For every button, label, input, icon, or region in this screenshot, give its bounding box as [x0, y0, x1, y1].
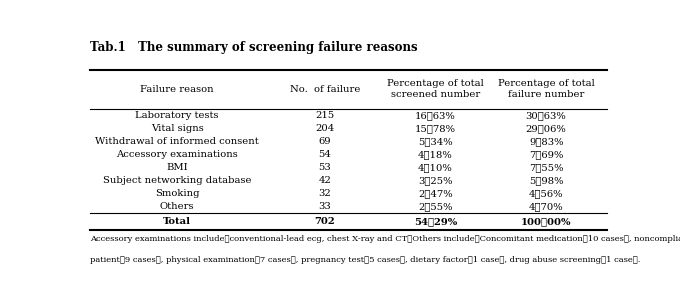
Text: 4．70%: 4．70% — [529, 202, 564, 211]
Text: 29．06%: 29．06% — [526, 124, 566, 133]
Text: Withdrawal of informed consent: Withdrawal of informed consent — [95, 137, 259, 146]
Text: 7．69%: 7．69% — [529, 150, 563, 159]
Text: Accessory examinations include：conventional-lead ecg, chest X-ray and CT；Others : Accessory examinations include：conventio… — [90, 235, 680, 243]
Text: 15．78%: 15．78% — [415, 124, 456, 133]
Text: Tab.1   The summary of screening failure reasons: Tab.1 The summary of screening failure r… — [90, 41, 418, 54]
Text: 9．83%: 9．83% — [529, 137, 563, 146]
Text: patient（9 cases）, physical examination（7 cases）, pregnancy test（5 cases）, dietar: patient（9 cases）, physical examination（7… — [90, 256, 641, 265]
Text: 2．47%: 2．47% — [418, 189, 453, 198]
Text: Vital signs: Vital signs — [151, 124, 203, 133]
Text: 4．18%: 4．18% — [418, 150, 453, 159]
Text: 204: 204 — [315, 124, 335, 133]
Text: 4．56%: 4．56% — [529, 189, 563, 198]
Text: 702: 702 — [314, 217, 335, 226]
Text: Laboratory tests: Laboratory tests — [135, 111, 219, 120]
Text: 30．63%: 30．63% — [526, 111, 566, 120]
Text: Percentage of total
screened number: Percentage of total screened number — [387, 79, 484, 100]
Text: 33: 33 — [318, 202, 331, 211]
Text: No.  of failure: No. of failure — [290, 85, 360, 94]
Text: 32: 32 — [318, 189, 331, 198]
Text: 100．00%: 100．00% — [521, 217, 571, 226]
Text: 2．55%: 2．55% — [418, 202, 453, 211]
Text: 5．34%: 5．34% — [418, 137, 453, 146]
Text: 4．10%: 4．10% — [418, 163, 453, 172]
Text: Others: Others — [160, 202, 194, 211]
Text: 54．29%: 54．29% — [414, 217, 457, 226]
Text: 5．98%: 5．98% — [529, 176, 563, 185]
Text: 42: 42 — [318, 176, 331, 185]
Text: 16．63%: 16．63% — [415, 111, 456, 120]
Text: 3．25%: 3．25% — [418, 176, 453, 185]
Text: 69: 69 — [318, 137, 331, 146]
Text: 54: 54 — [318, 150, 331, 159]
Text: BMI: BMI — [167, 163, 188, 172]
Text: Smoking: Smoking — [155, 189, 199, 198]
Text: Accessory examinations: Accessory examinations — [116, 150, 238, 159]
Text: Total: Total — [163, 217, 191, 226]
Text: 53: 53 — [318, 163, 331, 172]
Text: 215: 215 — [315, 111, 335, 120]
Text: Failure reason: Failure reason — [140, 85, 214, 94]
Text: 7．55%: 7．55% — [529, 163, 563, 172]
Text: Percentage of total
failure number: Percentage of total failure number — [498, 79, 594, 100]
Text: Subject networking database: Subject networking database — [103, 176, 252, 185]
